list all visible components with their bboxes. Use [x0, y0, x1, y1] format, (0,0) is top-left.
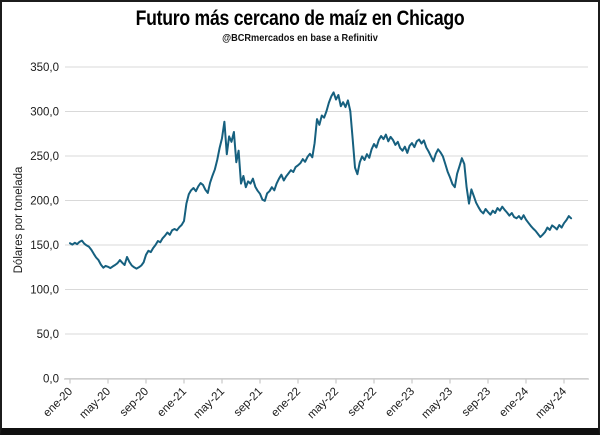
price-line — [69, 91, 573, 270]
x-tick-label: may-20 — [78, 386, 114, 422]
x-tick-label: ene-20 — [41, 386, 75, 420]
x-tick-label: may-21 — [192, 386, 228, 422]
x-tick-label: ene-21 — [155, 386, 189, 420]
x-tick-label: ene-24 — [497, 385, 531, 419]
chart-source: @BCRmercados en base a Refinitiv — [222, 33, 378, 44]
y-tick-label: 200,0 — [30, 196, 59, 208]
chart-title: Futuro más cercano de maíz en Chicago — [135, 7, 465, 30]
x-tick-label: may-23 — [420, 386, 456, 422]
x-tick-label: ene-23 — [383, 386, 417, 420]
x-tick-label: sep-21 — [232, 386, 265, 419]
y-axis-title: Dólares por tonelada — [13, 166, 25, 273]
y-tick-label: 100,0 — [30, 285, 59, 297]
y-tick-label: 50,0 — [37, 329, 59, 341]
x-tick-label: sep-22 — [346, 386, 379, 419]
y-tick-label: 250,0 — [30, 151, 59, 163]
x-tick-label: sep-23 — [460, 386, 493, 419]
x-tick-label: sep-20 — [118, 386, 151, 419]
x-tick-label: ene-22 — [269, 386, 303, 420]
x-tick-label: may-24 — [534, 385, 570, 421]
x-tick-label: may-22 — [306, 386, 342, 422]
y-tick-label: 0,0 — [43, 374, 59, 386]
y-tick-label: 150,0 — [30, 240, 59, 252]
y-tick-label: 300,0 — [30, 107, 59, 119]
y-tick-label: 350,0 — [30, 62, 59, 74]
